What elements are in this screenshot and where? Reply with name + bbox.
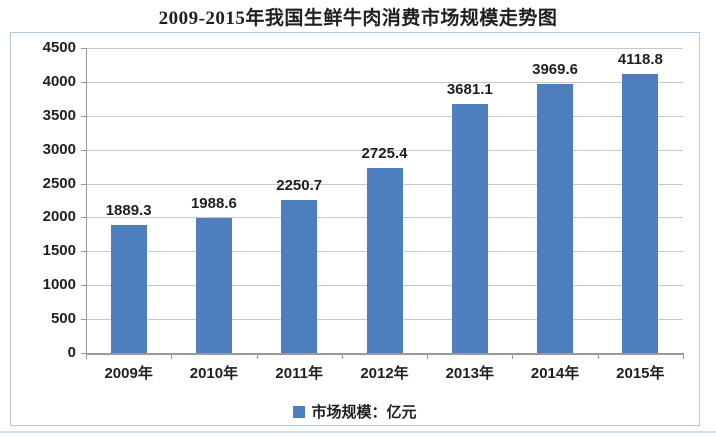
y-axis-tick-label: 0 [67,344,76,361]
chart-frame: 市场规模：亿元 0 500 1000 1500 2000 2500 3000 3500 4000… [10,32,700,426]
y-axis-tick-label: 2000 [42,208,76,226]
x-axis-label: 2011年 [275,365,323,382]
bar [366,168,403,353]
y-axis-tick [81,81,86,83]
y-axis-tick [81,217,86,219]
chart-title: 2009-2015年我国生鲜牛肉消费市场规模走势图 [158,8,558,29]
y-axis-line [86,48,87,353]
y-axis-tick-label: 2500 [42,174,76,192]
y-axis-tick [81,149,86,151]
y-axis-tick [81,251,86,253]
y-axis-tick-label: 3500 [42,106,76,124]
gridline [86,48,683,49]
gridline [86,115,683,117]
x-axis-label: 2010年 [189,365,239,382]
y-axis-tick [81,285,86,287]
x-axis-tick [86,353,87,359]
y-axis-tick-label: 4500 [42,39,76,56]
bar-value-label: 4118.8 [617,50,663,68]
y-axis-tick-label: 3000 [42,140,76,158]
x-axis-label: 2015年 [616,365,665,382]
bar [110,224,147,353]
bar-value-label: 2250.7 [276,177,323,195]
x-axis-tick [171,353,173,359]
gridline [86,149,683,151]
x-axis-label: 2014年 [530,365,580,382]
x-axis-tick [427,353,429,359]
bar [537,83,574,353]
y-axis-tick [81,183,86,185]
bar [451,103,488,353]
legend-label: 市场规模：亿元 [311,404,417,421]
x-axis-tick [256,353,258,359]
y-axis-tick-label: 4000 [42,72,76,90]
y-axis-tick-label: 1000 [42,276,76,294]
x-axis-label: 2013年 [445,365,494,382]
y-axis-tick-label: 500 [50,310,76,328]
legend: 市场规模：亿元 [11,401,699,422]
bar [195,218,232,353]
x-axis-line [86,353,683,355]
x-axis-tick [683,353,684,359]
bar [622,73,659,353]
bottom-divider [0,431,716,433]
x-axis-tick [512,353,514,359]
x-axis-tick [341,353,343,359]
x-axis-label: 2009年 [104,365,153,382]
blue-square-icon [293,405,306,418]
bar-value-label: 1889.3 [105,201,152,219]
bar-value-label: 3969.6 [532,60,578,78]
y-axis-tick [81,115,86,117]
x-axis-label: 2012年 [360,365,409,382]
bar [281,200,318,353]
y-axis-tick [81,319,86,321]
x-axis-tick [597,353,599,359]
bar-value-label: 1988.6 [190,195,237,213]
y-axis-tick-label: 1500 [42,242,76,260]
gridline [86,81,683,83]
y-axis-tick [81,353,86,354]
bar-value-label: 3681.1 [446,80,493,98]
bar-value-label: 2725.4 [361,145,408,163]
y-axis-tick [81,48,86,49]
